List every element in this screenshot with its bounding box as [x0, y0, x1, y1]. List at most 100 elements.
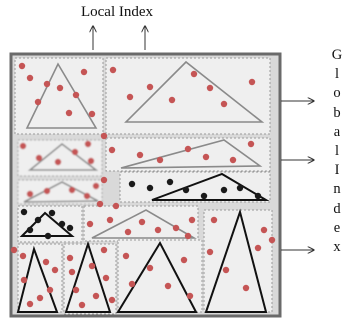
- data-point: [43, 80, 51, 88]
- region-boundary: [117, 239, 203, 313]
- global-index-letter: a: [333, 123, 341, 140]
- triangle-shape: [204, 208, 268, 313]
- data-point: [124, 228, 132, 236]
- local-index-label: Local Index: [80, 4, 154, 20]
- data-point: [164, 282, 172, 290]
- data-point: [51, 266, 59, 274]
- data-point: [84, 140, 92, 148]
- data-point: [20, 208, 28, 216]
- data-point: [100, 132, 108, 140]
- data-point: [220, 100, 228, 108]
- data-point: [138, 218, 146, 226]
- data-point: [190, 70, 198, 78]
- data-point: [172, 224, 180, 232]
- data-point: [122, 252, 130, 260]
- data-point: [42, 258, 50, 266]
- data-point: [156, 156, 164, 164]
- data-point: [206, 248, 214, 256]
- global-index-letter: I: [334, 162, 340, 179]
- data-point: [72, 91, 80, 99]
- data-point: [34, 98, 42, 106]
- data-point: [128, 180, 136, 188]
- local-region-r7: [17, 205, 83, 243]
- data-point: [188, 216, 196, 224]
- local-region-r9: [16, 243, 63, 313]
- global-index-letter: d: [333, 200, 341, 217]
- data-point: [220, 186, 228, 194]
- data-point: [146, 264, 154, 272]
- triangle-shape: [116, 240, 198, 313]
- data-point: [68, 186, 76, 194]
- data-point: [229, 156, 237, 164]
- data-point: [35, 154, 43, 162]
- triangle-shape: [120, 139, 263, 169]
- data-point: [186, 292, 194, 300]
- local-region-r1: [14, 57, 104, 135]
- data-point: [268, 236, 276, 244]
- data-point: [26, 74, 34, 82]
- data-point: [83, 192, 91, 200]
- data-point: [66, 224, 74, 232]
- data-point: [48, 209, 56, 217]
- global-index-letter: l: [334, 66, 340, 83]
- data-point: [88, 262, 96, 270]
- data-point: [56, 84, 64, 92]
- local-region-r11: [116, 239, 203, 313]
- data-point: [168, 96, 176, 104]
- data-point: [126, 93, 134, 101]
- data-point: [36, 294, 44, 302]
- data-point: [43, 187, 51, 195]
- data-point: [72, 286, 80, 294]
- triangle-shape: [91, 209, 197, 239]
- data-point: [10, 246, 18, 254]
- data-point: [96, 200, 104, 208]
- global-index-letter: x: [333, 238, 341, 255]
- data-point: [87, 157, 95, 165]
- data-point: [109, 66, 117, 74]
- data-point: [200, 192, 208, 200]
- data-point: [254, 244, 262, 252]
- data-point: [26, 190, 34, 198]
- data-point: [182, 186, 190, 194]
- data-point: [222, 266, 230, 274]
- data-point: [128, 280, 136, 288]
- global-index-letter: n: [333, 181, 341, 198]
- data-point: [242, 284, 250, 292]
- data-point: [65, 109, 73, 117]
- data-point: [100, 246, 108, 254]
- data-point: [19, 252, 27, 260]
- data-point: [154, 226, 162, 234]
- data-point: [236, 184, 244, 192]
- data-point: [247, 140, 255, 148]
- triangle-shape: [64, 240, 112, 313]
- data-point: [166, 178, 174, 186]
- data-point: [184, 145, 192, 153]
- local-region-r4: [105, 137, 271, 172]
- global-index-letter: l: [334, 142, 340, 159]
- data-point: [146, 184, 154, 192]
- data-point: [210, 216, 218, 224]
- data-point: [248, 78, 256, 86]
- data-point: [180, 256, 188, 264]
- data-point: [92, 292, 100, 300]
- data-point: [254, 192, 262, 200]
- triangle-shape: [23, 181, 99, 203]
- regions-layer: [10, 57, 276, 315]
- data-point: [136, 151, 144, 159]
- data-point: [20, 276, 28, 284]
- data-point: [184, 232, 192, 240]
- data-point: [108, 146, 116, 154]
- local-region-r12: [203, 208, 273, 313]
- data-point: [100, 176, 108, 184]
- data-point: [19, 142, 27, 150]
- data-point: [260, 226, 268, 234]
- data-point: [58, 220, 66, 228]
- data-point: [18, 62, 26, 70]
- data-point: [78, 301, 86, 309]
- global-index-letter: o: [333, 85, 341, 102]
- data-point: [112, 202, 120, 210]
- data-point: [44, 232, 52, 240]
- data-point: [146, 83, 154, 91]
